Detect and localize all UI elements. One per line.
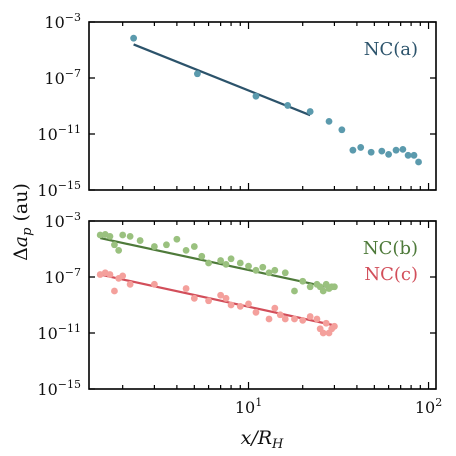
data-point	[319, 287, 327, 295]
data-point	[331, 283, 338, 291]
y-tick-label: 10−11	[37, 123, 81, 144]
data-point	[319, 329, 327, 337]
data-point	[271, 304, 279, 312]
data-point	[392, 146, 400, 154]
data-point	[245, 300, 252, 308]
data-point	[284, 102, 292, 109]
data-point	[182, 285, 190, 292]
data-point	[190, 294, 198, 302]
data-point	[205, 297, 212, 305]
data-point	[150, 243, 158, 250]
legend-label: NC(c)	[364, 264, 418, 285]
legend-label: NC(b)	[363, 238, 418, 259]
data-point	[106, 232, 114, 240]
data-point	[227, 301, 235, 309]
data-point	[306, 283, 314, 291]
fit-line	[99, 273, 335, 327]
data-point	[227, 255, 235, 263]
data-point	[299, 277, 307, 285]
data-point	[281, 315, 289, 323]
data-point	[367, 148, 375, 156]
data-point	[193, 70, 201, 78]
panel-top: NC(a) 10−3 10−7 10−11 10−15	[37, 11, 437, 200]
data-point	[252, 266, 260, 274]
data-point	[331, 322, 338, 330]
data-point	[217, 257, 225, 264]
data-point	[236, 259, 244, 267]
data-point	[299, 316, 307, 324]
panel-bottom: NC(b) NC(c) 10−3 10−7 10−11 10−15 101 102	[37, 210, 442, 417]
data-point	[136, 237, 144, 244]
data-point	[163, 241, 170, 249]
data-point	[265, 269, 273, 277]
data-point	[357, 144, 365, 151]
data-point	[126, 280, 134, 288]
data-point	[325, 117, 333, 125]
data-point	[385, 150, 393, 158]
data-point	[415, 158, 422, 166]
data-point	[265, 315, 273, 323]
series-NC(a): NC(a)	[130, 34, 422, 166]
data-point	[173, 235, 181, 243]
data-point	[252, 92, 260, 100]
fit-line	[99, 237, 335, 290]
fit-line	[133, 43, 311, 117]
data-point	[276, 311, 284, 319]
data-point	[119, 231, 127, 239]
data-point	[291, 315, 298, 323]
data-point	[349, 146, 357, 154]
data-point	[190, 243, 198, 250]
data-point	[236, 302, 244, 310]
y-tick-label: 10−15	[37, 378, 81, 399]
data-point	[182, 246, 190, 254]
x-tick-label: 101	[235, 396, 262, 417]
legend-label: NC(a)	[364, 39, 418, 60]
data-point	[313, 315, 321, 323]
data-point	[404, 151, 412, 159]
data-point	[271, 266, 279, 274]
x-axis-label: x/RH	[241, 427, 284, 452]
data-point	[106, 271, 114, 278]
series-NC(b): NC(b)	[96, 231, 418, 295]
data-point	[245, 262, 252, 270]
series-NC(c): NC(c)	[96, 264, 418, 337]
x-tick-label: 102	[415, 396, 442, 417]
data-point	[252, 308, 260, 316]
y-tick-label: 10−11	[37, 322, 81, 343]
data-point	[291, 287, 298, 295]
y-tick-label: 10−3	[44, 210, 81, 231]
data-point	[306, 108, 314, 115]
y-tick-label: 10−7	[44, 67, 81, 88]
data-point	[111, 287, 118, 295]
axes-frame	[88, 21, 437, 191]
data-point	[150, 280, 158, 288]
data-point	[222, 294, 230, 302]
data-point	[198, 252, 206, 260]
data-point	[322, 319, 330, 327]
data-point	[259, 263, 267, 271]
data-point	[217, 291, 225, 299]
data-point	[126, 232, 134, 240]
y-tick-label: 10−15	[37, 179, 81, 200]
data-point	[111, 241, 118, 249]
data-point	[205, 259, 212, 267]
data-point	[115, 246, 123, 254]
data-point	[306, 313, 314, 320]
data-point	[378, 147, 386, 155]
data-point	[96, 231, 104, 239]
data-point	[119, 272, 127, 280]
y-tick-label: 10−7	[44, 266, 81, 287]
data-point	[410, 151, 418, 159]
data-point	[399, 145, 407, 153]
y-axis-label: Δap (au)	[10, 183, 35, 261]
data-point	[338, 126, 346, 134]
data-point	[222, 260, 230, 268]
data-point	[281, 269, 289, 277]
axes-frame	[88, 220, 437, 390]
data-point	[130, 34, 138, 42]
figure-labels: Δap (au) x/RH	[10, 183, 284, 452]
y-tick-label: 10−3	[44, 11, 81, 32]
